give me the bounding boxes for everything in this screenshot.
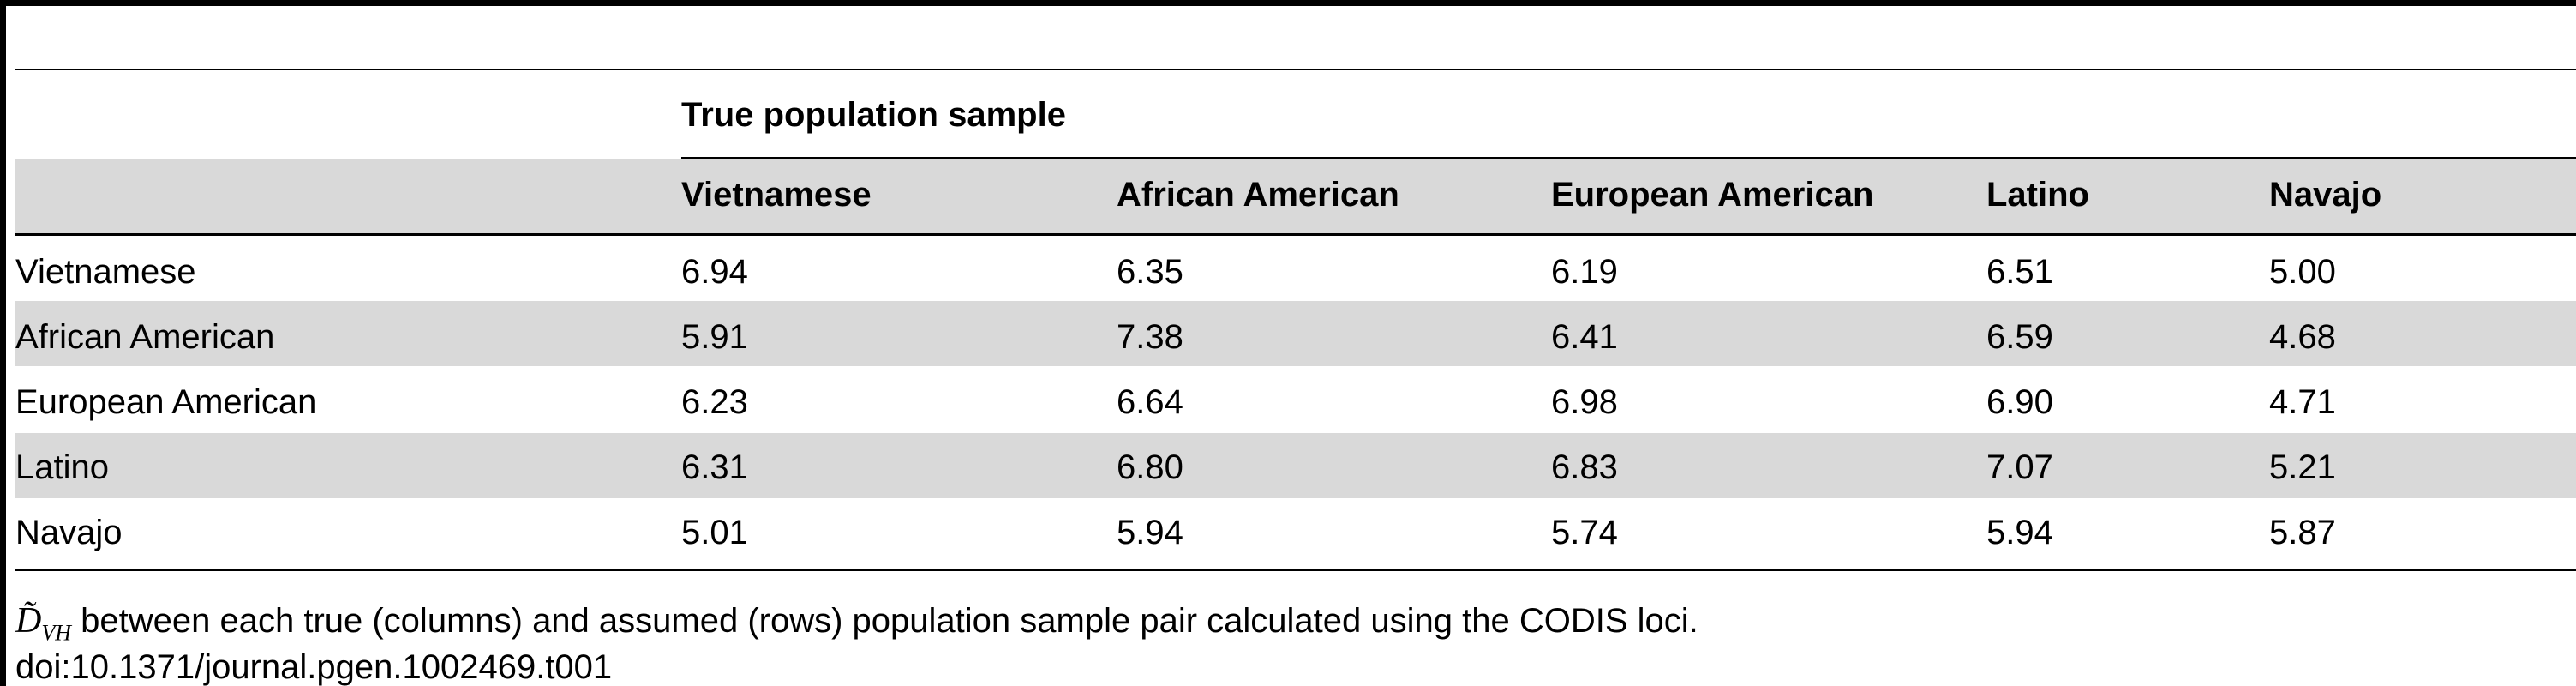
dvh-symbol-base: D̃: [15, 601, 42, 641]
table-cell: 6.31: [681, 448, 748, 486]
table-cell: 4.68: [2269, 318, 2336, 356]
column-header-european-american: European American: [1551, 176, 1874, 214]
table-cell: 6.51: [1986, 253, 2053, 291]
caption-text: between each true (columns) and assumed …: [71, 602, 1698, 640]
left-border: [0, 0, 6, 686]
group-header: True population sample: [681, 96, 1066, 134]
table-cell: 7.07: [1986, 448, 2053, 486]
table-cell: 5.21: [2269, 448, 2336, 486]
table-cell: 6.90: [1986, 383, 2053, 421]
row-label: European American: [15, 383, 317, 421]
dvh-symbol: D̃VH: [15, 601, 71, 644]
row-label: Vietnamese: [15, 253, 196, 291]
table-cell: 6.19: [1551, 253, 1618, 291]
table-cell: 6.98: [1551, 383, 1618, 421]
table-cell: 5.94: [1117, 514, 1183, 551]
column-header-navajo: Navajo: [2269, 176, 2382, 214]
table-cell: 7.38: [1117, 318, 1183, 356]
table-cell: 6.41: [1551, 318, 1618, 356]
table-cell: 5.00: [2269, 253, 2336, 291]
column-header-vietnamese: Vietnamese: [681, 176, 872, 214]
row-shade: [15, 433, 2576, 498]
row-shade: [15, 301, 2576, 366]
table-cell: 6.80: [1117, 448, 1183, 486]
header-rule: [15, 233, 2576, 236]
table-cell: 5.91: [681, 318, 748, 356]
column-header-row: [15, 159, 2576, 233]
table-cell: 5.87: [2269, 514, 2336, 551]
table-cell: 4.71: [2269, 383, 2336, 421]
table-cell: 5.94: [1986, 514, 2053, 551]
group-header-rule: [681, 157, 2576, 159]
row-label: African American: [15, 318, 275, 356]
dvh-symbol-subscript: VH: [41, 620, 72, 646]
table-cell: 6.64: [1117, 383, 1183, 421]
table-top-rule: [15, 69, 2576, 70]
top-border: [0, 0, 2576, 6]
column-header-african-american: African American: [1117, 176, 1399, 214]
table-cell: 6.23: [681, 383, 748, 421]
table-cell: 5.74: [1551, 514, 1618, 551]
doi-text: doi:10.1371/journal.pgen.1002469.t001: [15, 648, 613, 686]
column-header-latino: Latino: [1986, 176, 2089, 214]
row-label: Latino: [15, 448, 109, 486]
table-caption: D̃VH between each true (columns) and ass…: [15, 603, 1698, 644]
table-cell: 5.01: [681, 514, 748, 551]
table-cell: 6.83: [1551, 448, 1618, 486]
table-cell: 6.94: [681, 253, 748, 291]
table-cell: 6.59: [1986, 318, 2053, 356]
table-cell: 6.35: [1117, 253, 1183, 291]
table-bottom-rule: [15, 569, 2576, 571]
row-label: Navajo: [15, 514, 123, 551]
